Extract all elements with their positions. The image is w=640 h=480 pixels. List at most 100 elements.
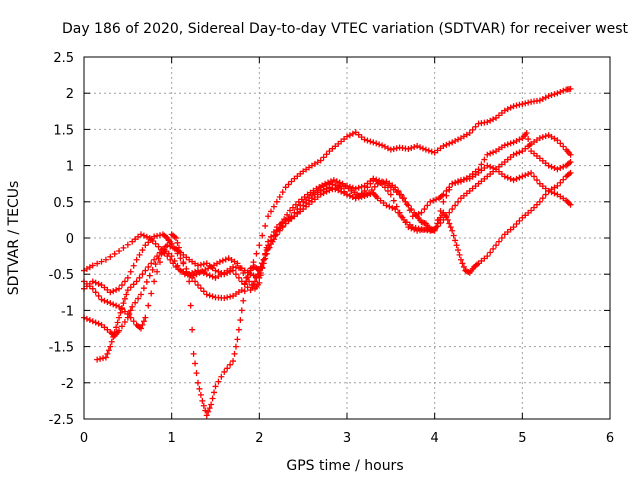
data-point [212,383,219,390]
data-point [170,244,177,251]
data-point [386,203,393,210]
data-point [114,319,121,326]
data-point [531,204,538,211]
data-point [523,130,530,137]
data-point [139,321,146,328]
data-point [92,319,99,326]
data-point [320,186,327,193]
data-point [196,385,203,392]
data-point [456,251,463,258]
data-point [554,182,561,189]
data-point [285,181,292,188]
data-point [253,273,260,280]
data-point [344,191,350,198]
data-point [453,242,460,249]
data-point [139,247,146,254]
data-point [273,198,280,205]
data-point [102,354,109,361]
data-point [256,267,263,274]
data-point [250,259,257,266]
data-point [117,309,124,316]
data-point [259,232,266,239]
data-point [364,192,371,199]
data-point [175,244,182,251]
data-point [262,222,269,229]
data-point [189,269,196,276]
data-point [145,239,152,246]
data-point [279,189,286,196]
data-point [519,173,526,180]
y-tick-label: 1.5 [53,123,74,138]
data-point [326,184,333,191]
data-point [393,145,400,152]
data-point [260,256,267,263]
data-point [513,221,520,228]
data-point [152,261,159,268]
data-point [526,142,533,149]
data-point [384,187,391,194]
data-point [487,163,494,170]
data-point [446,220,453,227]
data-point [408,144,415,151]
data-point [284,211,291,218]
data-point [455,198,462,205]
data-point [151,278,158,285]
data-point [374,180,381,187]
data-point [443,192,450,199]
data-point [193,370,200,377]
data-point [408,206,415,213]
data-point [287,207,294,214]
data-point [127,314,134,321]
data-point [129,303,136,310]
data-point [317,187,324,194]
data-point [177,249,184,256]
data-point [367,138,374,145]
data-point [355,184,362,191]
data-point [206,405,213,412]
data-point [364,137,371,144]
data-point [148,290,155,297]
data-point [288,213,295,220]
data-point [146,272,153,279]
data-point [399,195,406,202]
data-point [244,274,251,281]
x-tick-label: 5 [518,431,526,446]
data-point [285,216,292,223]
data-point [124,241,131,248]
data-point [142,267,149,274]
data-point [390,145,397,152]
data-point [346,183,353,190]
data-point [352,185,359,192]
data-point [281,216,288,223]
data-point [121,318,128,325]
data-point [443,141,450,148]
data-point [427,198,434,205]
data-point [171,257,178,264]
data-point [412,224,419,231]
data-point [567,201,574,208]
data-point [104,350,111,357]
data-point [557,165,564,172]
data-point [507,140,514,147]
data-point [551,190,558,197]
data-point [282,220,289,227]
data-point [516,101,523,108]
data-point [405,145,412,152]
data-point [98,258,105,265]
data-point [557,88,564,95]
data-point [457,256,464,263]
data-point [450,232,457,239]
data-point [83,315,90,322]
data-point [140,318,147,325]
data-point [567,158,574,165]
y-tick-label: -2.5 [49,413,74,428]
data-point [422,146,429,153]
data-point [159,249,166,256]
data-point [227,361,234,368]
data-point [235,274,242,281]
data-point [542,191,549,198]
data-point [567,169,574,176]
data-point [208,401,215,408]
data-point [224,365,231,372]
data-point [197,285,204,292]
